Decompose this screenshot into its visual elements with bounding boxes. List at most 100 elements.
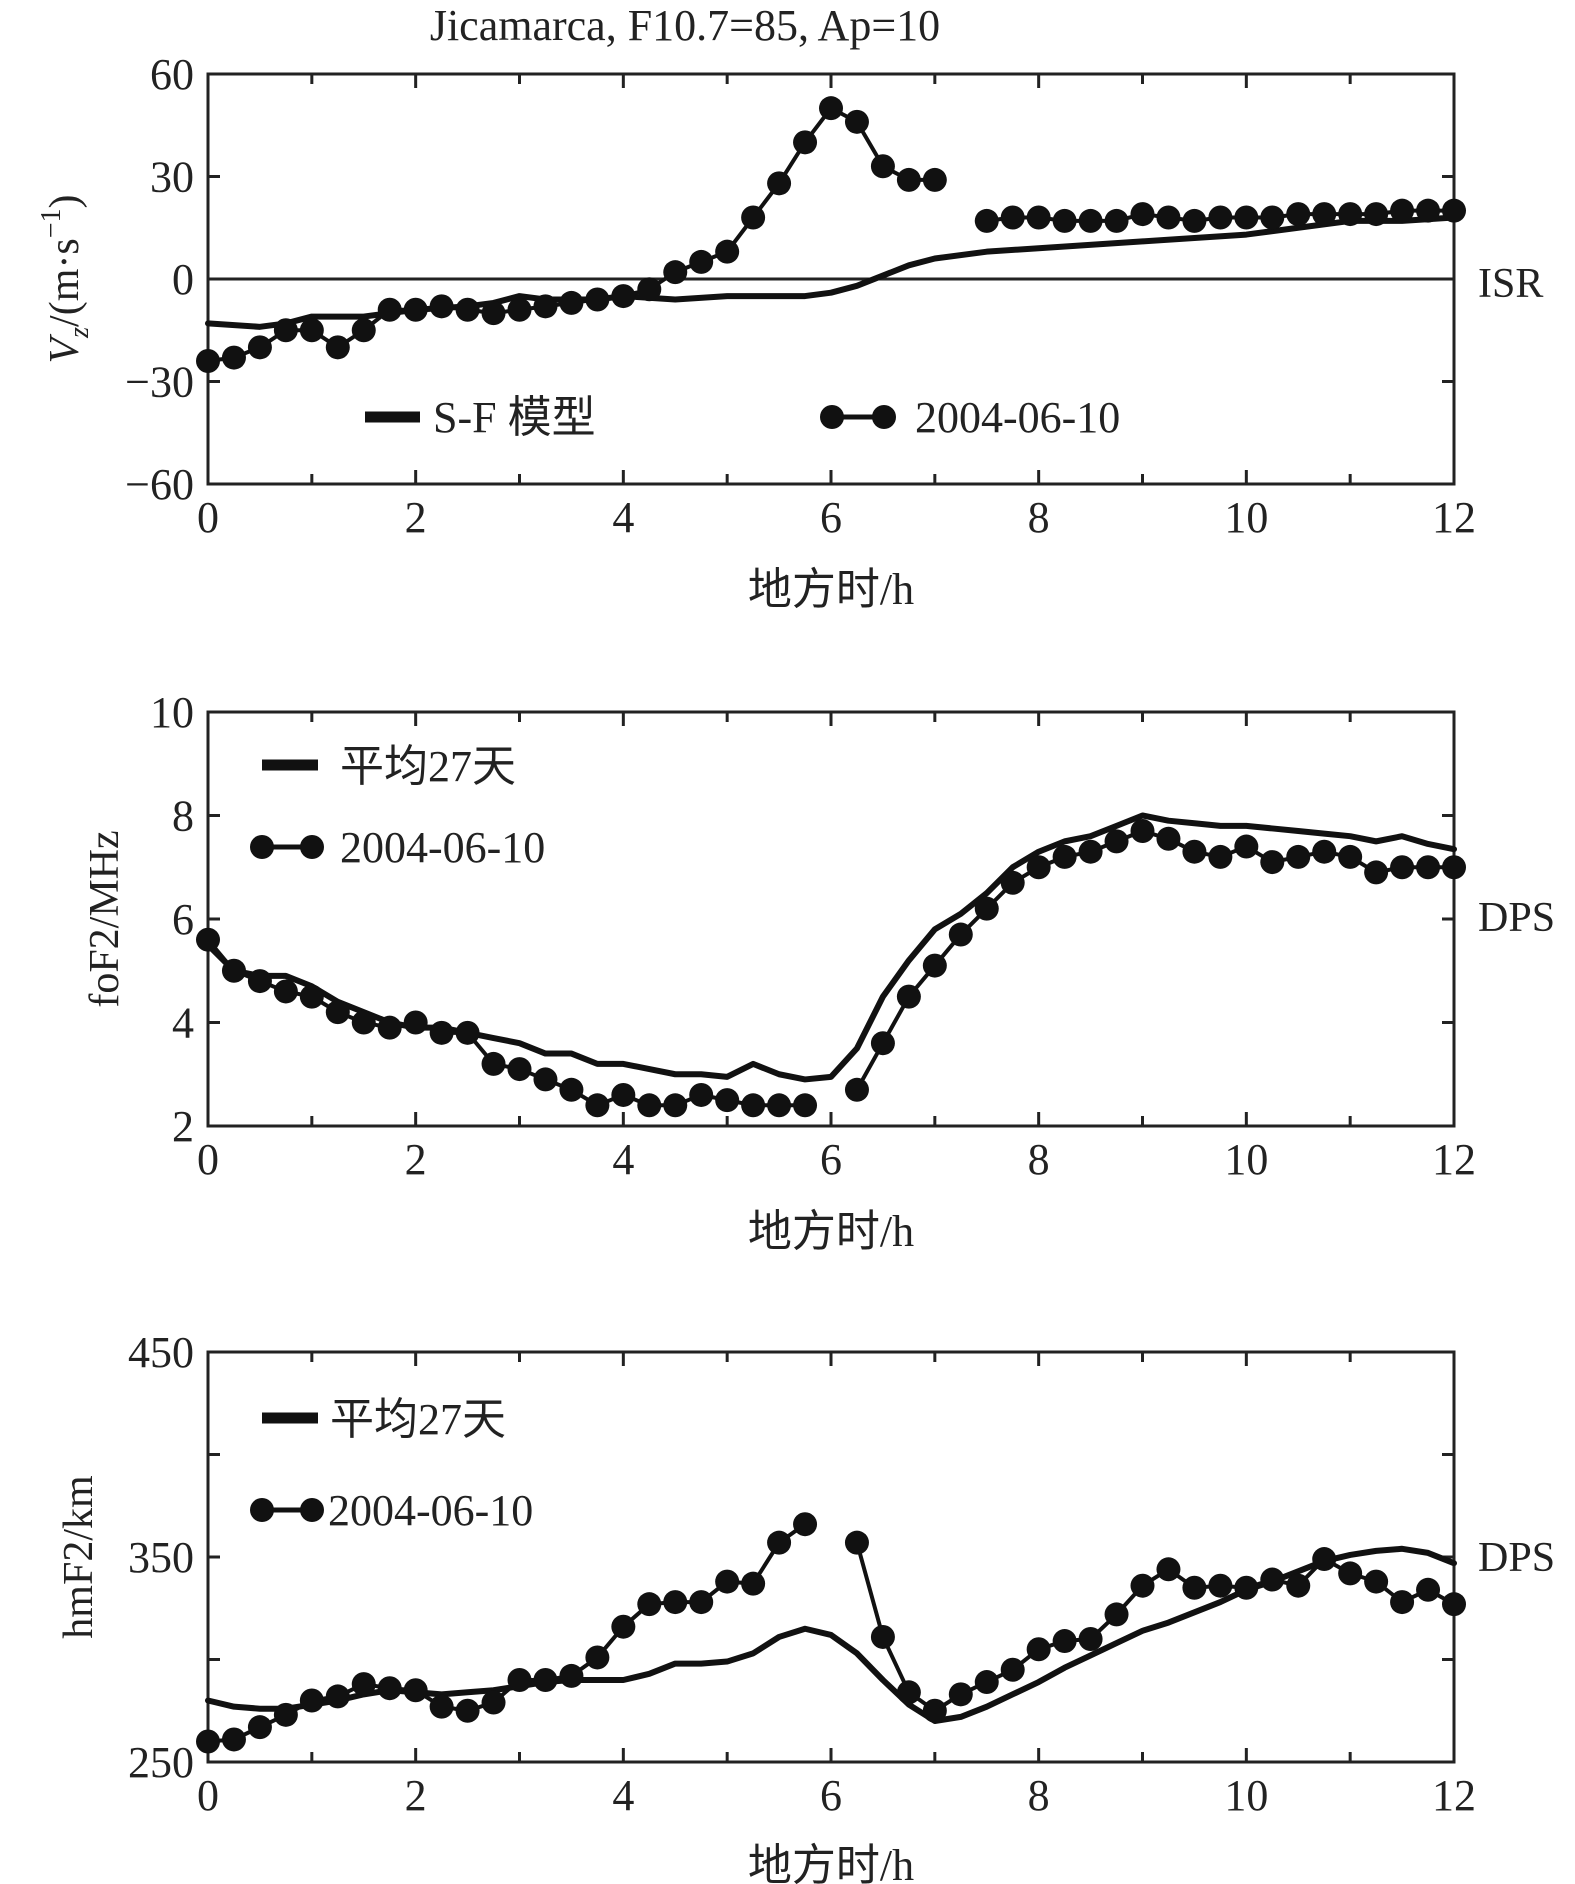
legend-label-27day-mean: 平均27天 [330, 1395, 506, 1444]
data-point [1260, 205, 1285, 230]
data-point [637, 277, 662, 302]
x-tick-label: 8 [1028, 1771, 1050, 1820]
data-point [325, 335, 350, 360]
y-tick-label: 0 [172, 255, 194, 304]
data-point [1260, 850, 1285, 875]
y-tick-label: −30 [125, 358, 194, 407]
legend-label-sf-model: S-F 模型 [433, 393, 596, 442]
data-point [1104, 829, 1129, 854]
data-point [1234, 1575, 1259, 1600]
legend-label-date: 2004-06-10 [328, 1486, 533, 1535]
source-label-isr: ISR [1478, 261, 1543, 307]
legend-label-27day-mean: 平均27天 [340, 742, 516, 791]
data-point [1104, 1602, 1129, 1627]
x-tick-label: 0 [197, 493, 219, 542]
data-point [767, 1093, 792, 1118]
data-point [1286, 1573, 1311, 1598]
data-point [351, 318, 376, 343]
data-point [1156, 826, 1181, 851]
data-point [325, 1000, 350, 1025]
data-point [974, 1670, 999, 1695]
x-tick-label: 4 [612, 493, 634, 542]
data-point [429, 294, 454, 319]
data-point [948, 922, 973, 947]
data-point [793, 130, 818, 155]
data-point [611, 1082, 636, 1107]
data-point [585, 1645, 610, 1670]
data-point [922, 1698, 947, 1723]
data-point [1286, 844, 1311, 869]
data-point [715, 239, 740, 264]
y-tick-label: 2 [172, 1102, 194, 1151]
data-point [689, 249, 714, 274]
y-tick-label: 10 [150, 688, 194, 737]
data-point [1182, 208, 1207, 233]
x-tick-label: 0 [197, 1771, 219, 1820]
data-point [429, 1694, 454, 1719]
x-tick-label: 4 [612, 1771, 634, 1820]
y-axis-label-vz: Vz/(m·s−1) [36, 194, 95, 363]
data-point [870, 154, 895, 179]
data-point [922, 167, 947, 192]
data-point [351, 1010, 376, 1035]
data-point [1078, 1627, 1103, 1651]
data-point [611, 284, 636, 309]
data-point [1416, 855, 1441, 880]
data-point [1026, 1637, 1051, 1662]
data-point [1000, 870, 1025, 895]
data-point [819, 96, 843, 121]
data-point [689, 1082, 714, 1107]
data-point [1000, 205, 1025, 230]
data-point [1208, 205, 1233, 230]
y-tick-label: 8 [172, 792, 194, 841]
panel-vz: 0 2 4 6 8 10 12 −60 −30 0 30 60 Vz/(m·s−1) 地方时/h IS… [36, 50, 1543, 614]
data-point [715, 1088, 740, 1113]
data-point [1182, 1575, 1207, 1600]
data-point [403, 1010, 428, 1035]
data-point [1078, 839, 1103, 864]
data-point [1416, 1577, 1441, 1602]
x-tick-label: 6 [820, 1771, 842, 1820]
data-point [844, 1530, 869, 1555]
legend-label-date: 2004-06-10 [340, 823, 545, 872]
data-point [1364, 1569, 1389, 1594]
data-point [196, 349, 220, 373]
data-point [793, 1512, 818, 1537]
data-point [1312, 839, 1337, 864]
y-tick-label: 30 [150, 153, 194, 202]
data-point [403, 297, 428, 322]
data-point [429, 1020, 454, 1045]
data-point [507, 1668, 532, 1692]
data-point [1312, 202, 1337, 227]
x-tick-label: 6 [820, 493, 842, 542]
x-tick-label: 12 [1432, 493, 1476, 542]
data-point [1052, 208, 1077, 233]
data-point [974, 208, 999, 233]
series-line-vz [205, 214, 1457, 330]
data-point [273, 979, 298, 1004]
data-point [1338, 202, 1363, 227]
data-point [559, 1077, 584, 1102]
data-point [247, 969, 272, 994]
y-tick-label: 450 [128, 1328, 194, 1377]
data-point [948, 1682, 973, 1707]
data-point [870, 1624, 895, 1649]
data-point [221, 345, 246, 370]
x-tick-label: 8 [1028, 493, 1050, 542]
data-point [1156, 1557, 1181, 1582]
y-axis-label-fof2: foF2/MHz [82, 830, 128, 1007]
data-point [247, 1715, 272, 1740]
source-label-dps: DPS [1478, 1535, 1555, 1581]
data-point [559, 1663, 584, 1688]
data-point [844, 109, 869, 134]
x-tick-label: 8 [1028, 1135, 1050, 1184]
data-point [455, 297, 480, 322]
legend-hmf2: 平均27天 2004-06-10 [250, 1395, 533, 1535]
data-point [663, 1093, 688, 1118]
data-point [1390, 855, 1415, 880]
legend-marker-dot [872, 405, 896, 429]
data-point [196, 1729, 220, 1754]
data-point [533, 294, 558, 319]
